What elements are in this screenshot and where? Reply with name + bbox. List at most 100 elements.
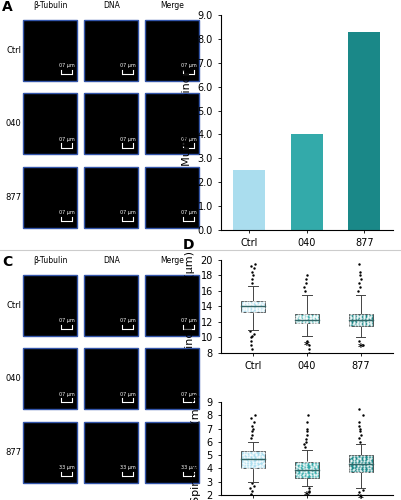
Point	[256, 302, 262, 310]
Point	[249, 305, 256, 313]
Point	[351, 459, 357, 467]
Point	[254, 454, 260, 462]
Point	[246, 302, 253, 310]
Point	[314, 473, 320, 481]
Point	[293, 466, 300, 474]
Point	[242, 455, 249, 463]
Point	[300, 314, 307, 322]
Bar	[23, 166, 77, 228]
Point	[245, 302, 252, 310]
Point	[348, 310, 354, 318]
Point	[360, 318, 367, 326]
Point	[298, 467, 304, 475]
Point	[303, 466, 310, 474]
Point	[314, 460, 320, 468]
Point	[353, 316, 360, 324]
Point	[367, 455, 374, 463]
Point	[365, 319, 371, 327]
Point	[358, 322, 365, 330]
Point	[357, 459, 363, 467]
Point	[350, 313, 357, 321]
Point	[310, 313, 316, 321]
Point	[360, 320, 367, 328]
Point	[240, 301, 247, 309]
Point	[357, 460, 364, 468]
Point	[307, 312, 314, 320]
Point	[350, 456, 357, 464]
Point	[354, 462, 361, 470]
Point	[368, 318, 375, 326]
Bar	[146, 348, 200, 410]
Point	[243, 448, 250, 456]
Point	[354, 319, 360, 327]
Point	[354, 468, 361, 475]
Y-axis label: Spindle length (μm): Spindle length (μm)	[185, 251, 195, 362]
Point	[249, 304, 256, 312]
Point	[313, 312, 319, 320]
Point	[307, 465, 314, 473]
Point	[347, 459, 353, 467]
Point	[361, 456, 367, 464]
Point	[354, 310, 360, 318]
Point	[249, 458, 256, 466]
Point	[314, 316, 320, 324]
Bar	[348, 455, 373, 472]
Point	[308, 312, 314, 320]
Bar	[84, 20, 138, 81]
Bar	[23, 422, 77, 483]
Point	[350, 316, 357, 324]
Point	[311, 318, 317, 326]
Point	[294, 468, 300, 476]
Point	[250, 464, 257, 472]
Point	[260, 298, 267, 306]
Point	[240, 462, 246, 470]
Bar	[84, 166, 138, 228]
Point	[301, 462, 307, 469]
Text: *: *	[304, 342, 310, 351]
Point	[365, 460, 371, 468]
Point	[253, 307, 259, 315]
Point	[368, 459, 375, 467]
Point	[308, 316, 314, 324]
Point	[241, 450, 247, 458]
Point	[350, 466, 356, 474]
Point	[300, 466, 306, 474]
Point	[311, 315, 317, 323]
Point	[294, 319, 300, 327]
Point	[243, 305, 249, 313]
Point	[243, 452, 250, 460]
Point	[294, 472, 301, 480]
Point	[293, 470, 300, 478]
Point	[246, 298, 252, 306]
Point	[240, 306, 247, 314]
Point	[314, 464, 320, 472]
Point	[244, 464, 250, 472]
Point	[313, 471, 319, 479]
Point	[246, 455, 253, 463]
Bar	[146, 274, 200, 336]
Point	[239, 458, 246, 466]
Point	[303, 462, 310, 470]
Text: Ctrl: Ctrl	[6, 46, 21, 54]
Bar	[348, 32, 380, 230]
Point	[294, 314, 300, 322]
Point	[245, 301, 252, 309]
Point	[257, 450, 263, 458]
Point	[293, 314, 300, 322]
Point	[308, 462, 314, 469]
Text: DNA: DNA	[103, 256, 120, 264]
Point	[243, 460, 249, 468]
Point	[347, 322, 354, 330]
Point	[368, 310, 375, 318]
Point	[365, 452, 371, 460]
Point	[244, 454, 250, 462]
Point	[313, 462, 319, 470]
Point	[300, 470, 307, 478]
Point	[354, 320, 360, 328]
Point	[368, 462, 375, 470]
Point	[360, 468, 367, 475]
Text: 07 μm: 07 μm	[59, 64, 75, 68]
Point	[306, 470, 313, 478]
Point	[256, 304, 262, 312]
Point	[249, 306, 255, 314]
